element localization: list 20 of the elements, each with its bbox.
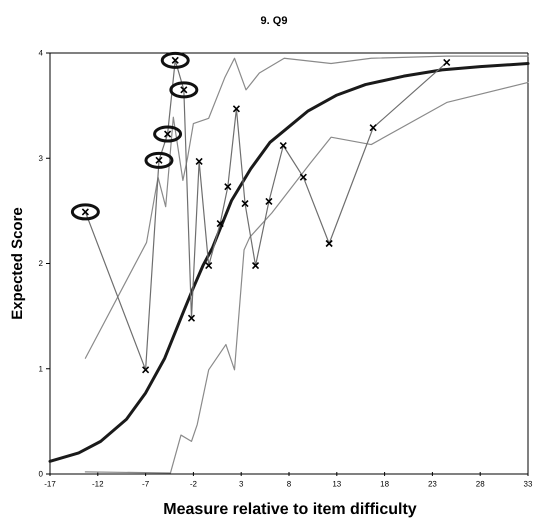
line-series xyxy=(84,56,529,359)
x-tick-label: 3 xyxy=(238,480,244,489)
x-tick-label: 33 xyxy=(524,480,533,489)
x-tick-label: 8 xyxy=(286,480,292,489)
y-tick-label: 2 xyxy=(38,259,44,268)
x-tick-label: 28 xyxy=(476,480,486,489)
x-tick-label: 13 xyxy=(332,480,342,489)
x-tick-label: 18 xyxy=(380,480,390,489)
x-tick-label: -7 xyxy=(142,480,150,489)
x-axis-title: Measure relative to item difficulty xyxy=(163,501,417,518)
y-axis-title: Expected Score xyxy=(9,207,26,320)
x-tick-label: -2 xyxy=(190,480,198,489)
y-tick-label: 4 xyxy=(38,48,44,58)
x-tick-label: 23 xyxy=(428,480,438,489)
y-tick-label: 1 xyxy=(38,364,44,374)
y-tick-label: 3 xyxy=(38,154,44,163)
chart-title: 9. Q9 xyxy=(260,15,288,27)
x-tick-label: -17 xyxy=(44,480,56,489)
y-tick-label: 0 xyxy=(38,470,44,479)
x-tick-label: -12 xyxy=(92,480,104,489)
